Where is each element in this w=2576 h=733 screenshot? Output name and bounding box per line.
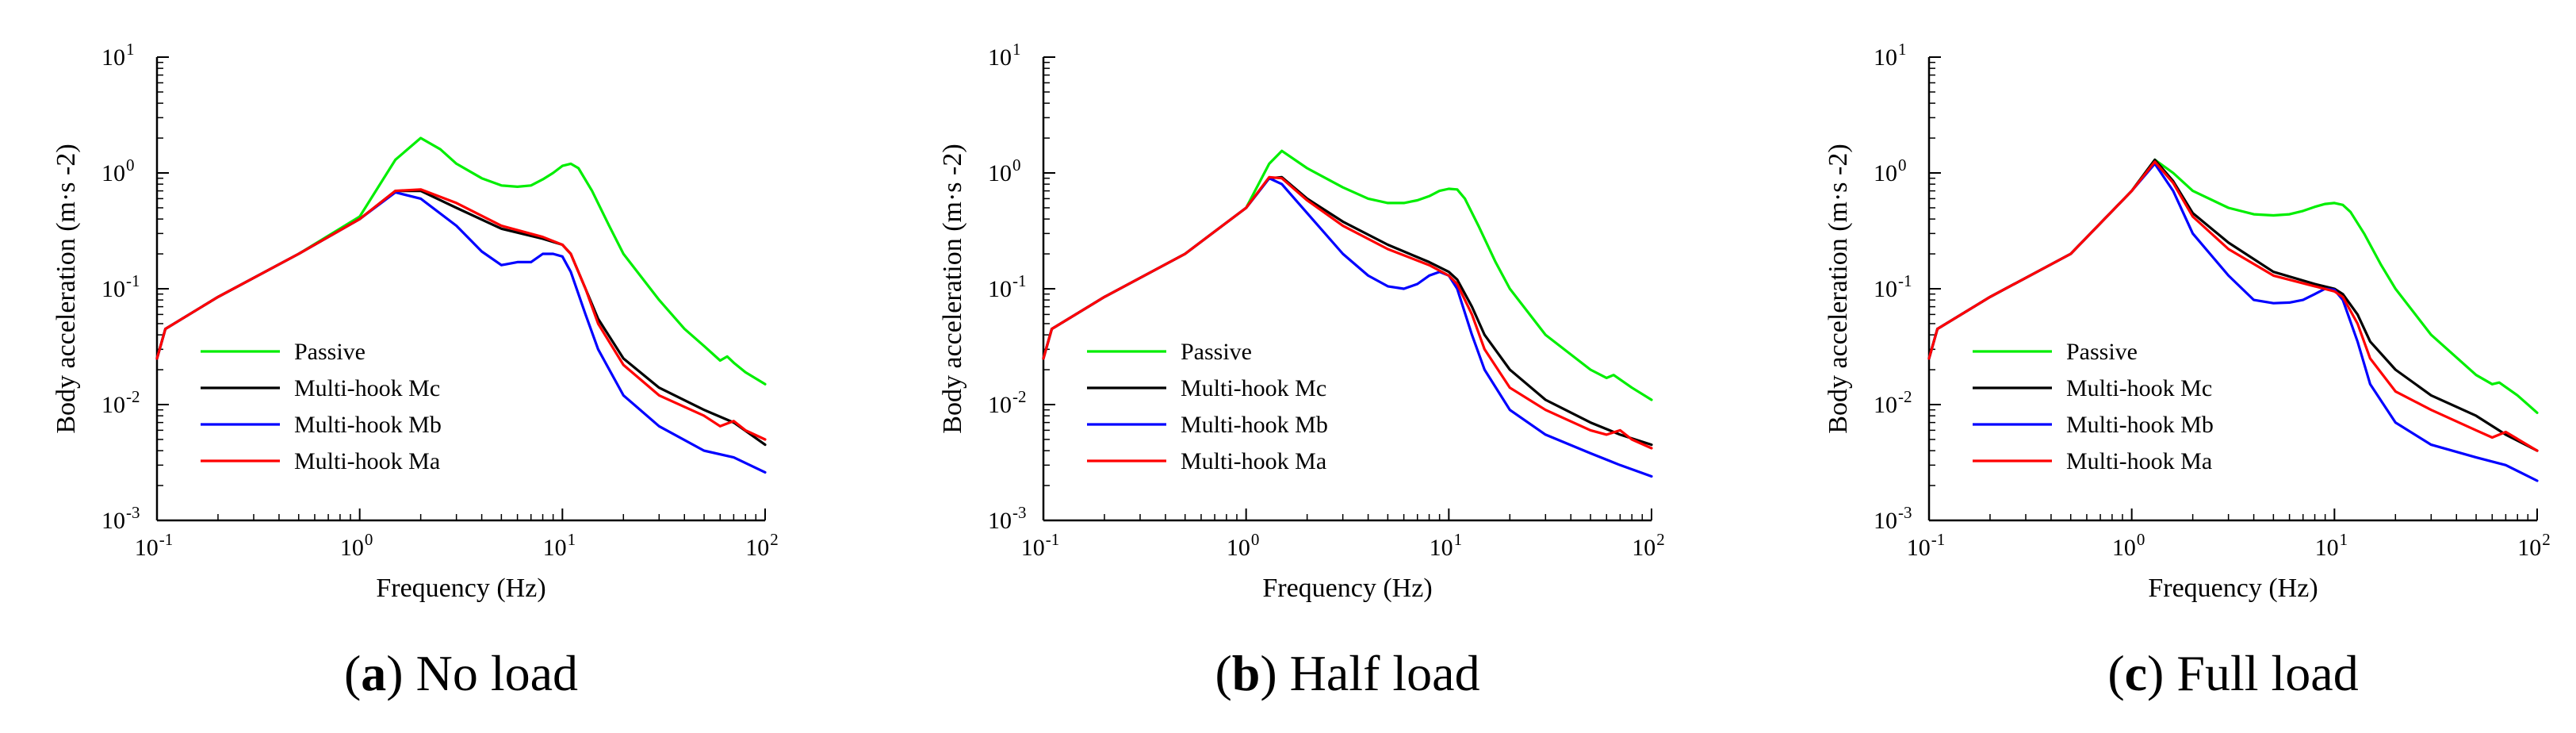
legend: Passive Multi-hook Mc Multi-hook Mb Multi-h… [1087, 339, 1328, 474]
y-axis-title: Body acceleration (m·s -2) [52, 144, 81, 433]
panel-caption: (b) Half load [1215, 645, 1479, 701]
x-tick-label: 102 [1632, 530, 1665, 561]
legend-label-passive: Passive [2066, 339, 2138, 365]
chart-panel-3: 10-1 100 101 102 10-3 10-2 10-1 100 101 Frequency… [1824, 40, 2551, 701]
legend-label-multi-hook-mb: Multi-hook Mb [294, 412, 442, 438]
y-tick-label: 10-3 [988, 503, 1027, 534]
x-tick-label: 10-1 [135, 530, 174, 561]
x-tick-label: 100 [2112, 530, 2145, 561]
legend-label-multi-hook-mc: Multi-hook Mc [1181, 375, 1326, 401]
y-tick-label: 10-2 [988, 387, 1027, 418]
legend-label-multi-hook-ma: Multi-hook Ma [2066, 448, 2212, 474]
y-axis-title: Body acceleration (m·s -2) [938, 144, 967, 433]
series-line-multi-hook-mb [1927, 162, 2539, 482]
series-line-multi-hook-mb [155, 190, 767, 474]
legend-label-multi-hook-mb: Multi-hook Mb [2066, 412, 2214, 438]
legend: Passive Multi-hook Mc Multi-hook Mb Multi-h… [201, 339, 442, 474]
legend-label-passive: Passive [1181, 339, 1252, 365]
legend-label-multi-hook-mc: Multi-hook Mc [2066, 375, 2212, 401]
x-tick-label: 10-1 [1907, 530, 1946, 561]
x-tick-label: 102 [2517, 530, 2551, 561]
x-axis-title: Frequency (Hz) [2148, 574, 2318, 603]
y-tick-label: 10-2 [1874, 387, 1912, 418]
panel-caption: (a) No load [344, 645, 578, 701]
y-tick-label: 10-1 [101, 271, 140, 302]
y-tick-label: 100 [1874, 155, 1907, 186]
y-tick-label: 100 [988, 155, 1021, 186]
y-tick-label: 101 [988, 40, 1021, 71]
series-line-passive [1927, 158, 2539, 414]
x-tick-label: 101 [2315, 530, 2348, 561]
x-axis-title: Frequency (Hz) [1262, 574, 1432, 603]
series-line-multi-hook-ma [1042, 175, 1653, 450]
legend-label-multi-hook-mc: Multi-hook Mc [294, 375, 440, 401]
legend: Passive Multi-hook Mc Multi-hook Mb Multi-h… [1973, 339, 2214, 474]
y-tick-label: 101 [101, 40, 135, 71]
x-tick-label: 101 [1430, 530, 1463, 561]
y-tick-label: 10-1 [1874, 271, 1912, 302]
x-tick-label: 101 [543, 530, 576, 561]
series-line-multi-hook-mc [1042, 175, 1653, 447]
x-tick-label: 100 [340, 530, 373, 561]
chart-panel-1: 10-1 100 101 102 10-3 10-2 10-1 100 101 Frequency… [52, 40, 779, 701]
y-tick-label: 10-3 [101, 503, 140, 534]
x-tick-label: 100 [1227, 530, 1260, 561]
series-line-passive [1042, 149, 1653, 401]
panel-caption: (c) Full load [2107, 645, 2358, 701]
y-tick-label: 10-1 [988, 271, 1027, 302]
y-tick-label: 10-3 [1874, 503, 1912, 534]
y-tick-label: 100 [101, 155, 135, 186]
legend-label-multi-hook-ma: Multi-hook Ma [1181, 448, 1326, 474]
legend-label-multi-hook-ma: Multi-hook Ma [294, 448, 440, 474]
chart-panel-2: 10-1 100 101 102 10-3 10-2 10-1 100 101 Frequency… [938, 40, 1665, 701]
y-tick-label: 101 [1874, 40, 1907, 71]
x-tick-label: 10-1 [1021, 530, 1060, 561]
y-axis-title: Body acceleration (m·s -2) [1824, 144, 1853, 433]
series-line-passive [155, 136, 767, 386]
series-line-multi-hook-ma [1927, 160, 2539, 452]
x-tick-label: 102 [745, 530, 779, 561]
series-line-multi-hook-ma [155, 188, 767, 441]
series-line-multi-hook-mc [1927, 158, 2539, 452]
y-tick-label: 10-2 [101, 387, 140, 418]
legend-label-multi-hook-mb: Multi-hook Mb [1181, 412, 1328, 438]
legend-label-passive: Passive [294, 339, 366, 365]
x-axis-title: Frequency (Hz) [376, 574, 545, 603]
